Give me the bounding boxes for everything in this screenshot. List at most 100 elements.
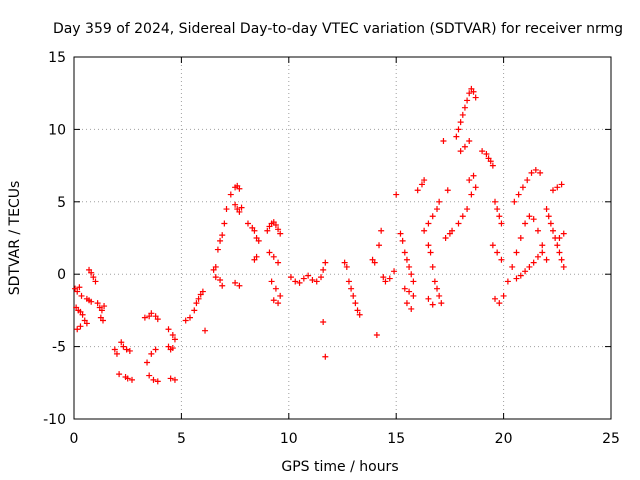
data-point	[74, 326, 81, 333]
data-point	[414, 187, 421, 194]
data-point	[466, 177, 473, 184]
data-point	[354, 307, 361, 314]
data-point	[167, 375, 174, 382]
data-point	[530, 216, 537, 223]
data-point	[212, 274, 219, 281]
data-point	[487, 158, 494, 165]
data-point	[554, 184, 561, 191]
data-point	[144, 359, 151, 366]
x-axis-label: GPS time / hours	[281, 459, 398, 475]
grid-lines	[74, 57, 611, 419]
data-point	[264, 227, 271, 234]
y-tick-label: 10	[48, 122, 66, 138]
data-point	[498, 220, 505, 227]
x-tick-label: 20	[495, 431, 513, 447]
data-point	[440, 137, 447, 144]
data-point	[472, 94, 479, 101]
data-point	[275, 300, 282, 307]
data-point	[492, 295, 499, 302]
data-point	[504, 278, 511, 285]
data-point	[554, 242, 561, 249]
data-point	[193, 300, 200, 307]
data-point	[459, 213, 466, 220]
data-point	[124, 375, 131, 382]
data-point	[457, 148, 464, 155]
data-point	[459, 111, 466, 118]
data-point	[408, 305, 415, 312]
data-point	[472, 184, 479, 191]
data-point	[219, 282, 226, 289]
data-point	[444, 187, 451, 194]
data-point	[148, 310, 155, 317]
data-point	[373, 332, 380, 339]
data-point	[429, 263, 436, 270]
data-point	[524, 177, 531, 184]
data-point	[94, 300, 101, 307]
data-point	[111, 346, 118, 353]
data-point	[146, 372, 153, 379]
data-point	[221, 220, 228, 227]
data-point	[543, 206, 550, 213]
data-point	[528, 169, 535, 176]
data-point	[232, 279, 239, 286]
data-point	[305, 272, 312, 279]
data-point	[99, 317, 106, 324]
data-point	[464, 97, 471, 104]
data-point	[547, 220, 554, 227]
data-point	[253, 253, 260, 260]
data-point	[429, 301, 436, 308]
y-axis-label: SDTVAR / TECUs	[7, 181, 23, 296]
y-tick-label: 0	[57, 267, 66, 283]
data-point	[322, 259, 329, 266]
data-point	[123, 346, 130, 353]
data-point	[425, 295, 432, 302]
data-point	[141, 314, 148, 321]
data-point	[236, 282, 243, 289]
data-point	[88, 298, 95, 305]
data-point	[318, 274, 325, 281]
axis-ticks	[73, 56, 612, 420]
data-point	[526, 213, 533, 220]
data-point	[320, 318, 327, 325]
data-point	[406, 288, 413, 295]
data-point	[217, 276, 224, 283]
data-point	[313, 278, 320, 285]
data-point	[470, 172, 477, 179]
data-point	[83, 320, 90, 327]
data-point	[341, 259, 348, 266]
data-point	[556, 235, 563, 241]
data-point	[457, 119, 464, 126]
data-point	[322, 353, 329, 360]
data-point	[92, 278, 99, 285]
data-point	[348, 285, 355, 292]
data-point	[401, 285, 408, 292]
data-point	[425, 242, 432, 249]
data-point	[556, 249, 563, 256]
data-point	[403, 256, 410, 263]
data-point	[268, 278, 275, 285]
data-point	[371, 259, 378, 266]
x-tick-label: 0	[70, 431, 79, 447]
data-point	[120, 343, 127, 350]
data-point	[500, 292, 507, 299]
data-point	[515, 191, 522, 198]
data-point	[539, 249, 546, 256]
data-point	[270, 253, 277, 260]
data-point	[152, 346, 159, 353]
data-point	[195, 295, 202, 302]
data-point	[232, 201, 239, 208]
y-tick-label: -5	[52, 340, 66, 356]
data-point	[266, 249, 273, 256]
data-point	[470, 88, 477, 95]
data-point	[519, 184, 526, 191]
data-point	[453, 133, 460, 140]
data-point	[113, 350, 120, 357]
data-point	[550, 187, 557, 194]
data-point	[466, 137, 473, 144]
data-point	[88, 269, 95, 276]
data-point	[287, 274, 294, 281]
data-point	[526, 263, 533, 270]
data-point	[455, 126, 462, 133]
data-point	[421, 227, 428, 234]
y-tick-labels: -10 -5 0 5 10 15	[43, 50, 66, 428]
